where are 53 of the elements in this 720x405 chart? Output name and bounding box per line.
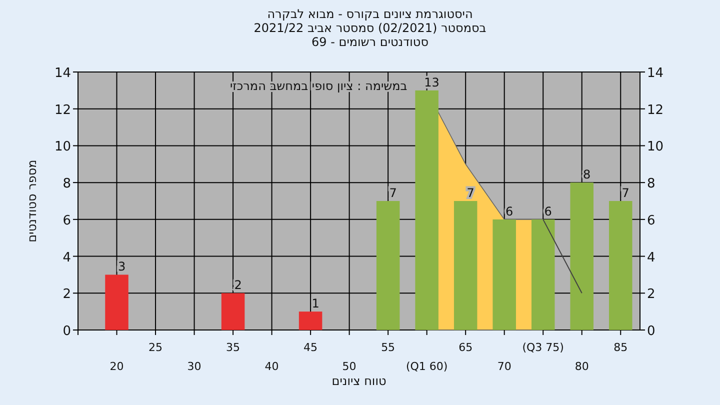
- y2-tick-label: 14: [647, 66, 664, 81]
- x-tick-label: 65: [458, 341, 473, 354]
- bar: [376, 201, 400, 330]
- y-tick-label: 2: [62, 287, 71, 302]
- x-axis-title: טווח ציונים: [332, 374, 386, 388]
- x-tick-label: (Q3 75): [522, 341, 564, 354]
- chart-subtitle: בסמסטר (02/2021) סמסטר אביב 2021/22 סטודנטים רשומים - 69: [254, 21, 486, 49]
- data-label: 1: [312, 296, 320, 311]
- y2-tick-label: 12: [647, 102, 664, 118]
- bar: [221, 293, 245, 330]
- bar: [415, 90, 438, 330]
- data-label: 2: [234, 278, 242, 292]
- x-tick-label: 80: [574, 360, 589, 373]
- x-tick-label: 85: [614, 341, 628, 354]
- y-tick-label: 14: [54, 66, 71, 81]
- bar: [531, 219, 555, 330]
- bar: [454, 201, 478, 330]
- y2-tick-label: 6: [647, 213, 656, 228]
- x-tick-label: 30: [187, 360, 202, 373]
- y2-tick-label: 0: [647, 324, 656, 339]
- y2-tick-label: 2: [647, 287, 656, 302]
- data-label: 6: [544, 204, 552, 218]
- y-tick-label: 10: [54, 140, 71, 155]
- x-tick-label: 45: [304, 341, 318, 354]
- data-label: 6: [506, 204, 514, 218]
- data-label: 7: [389, 186, 397, 200]
- x-tick-label: 20: [110, 360, 124, 373]
- y-tick-label: 4: [62, 250, 71, 266]
- data-label: 8: [583, 168, 591, 182]
- bar: [570, 182, 594, 330]
- chart-title: היסטוגרמת ציונים בקורס - מבוא לבקרה: [267, 7, 473, 21]
- bar: [105, 274, 128, 330]
- x-tick-label: 50: [342, 360, 356, 373]
- y-tick-label: 0: [62, 324, 71, 339]
- x-tick-label: 55: [381, 341, 396, 354]
- x-tick-label: 40: [264, 360, 279, 373]
- x-tick-label: (Q1 60): [406, 360, 448, 373]
- x-tick-label: 70: [497, 360, 512, 373]
- y2-tick-label: 10: [647, 140, 664, 155]
- bar: [608, 201, 632, 330]
- y-axis-title: מספר סטודנטים: [25, 160, 39, 242]
- y-tick-label: 12: [54, 102, 71, 118]
- y-tick-label: 6: [62, 213, 71, 228]
- y2-tick-label: 4: [647, 250, 656, 266]
- bar: [492, 219, 516, 330]
- x-tick-label: 25: [148, 341, 163, 354]
- data-label: 7: [622, 186, 630, 200]
- y2-tick-label: 8: [647, 176, 656, 192]
- x-tick-label: 35: [226, 341, 240, 354]
- y-tick-label: 8: [62, 176, 71, 192]
- data-label: 7: [466, 186, 474, 200]
- data-label: 3: [118, 260, 126, 274]
- bar: [298, 312, 322, 330]
